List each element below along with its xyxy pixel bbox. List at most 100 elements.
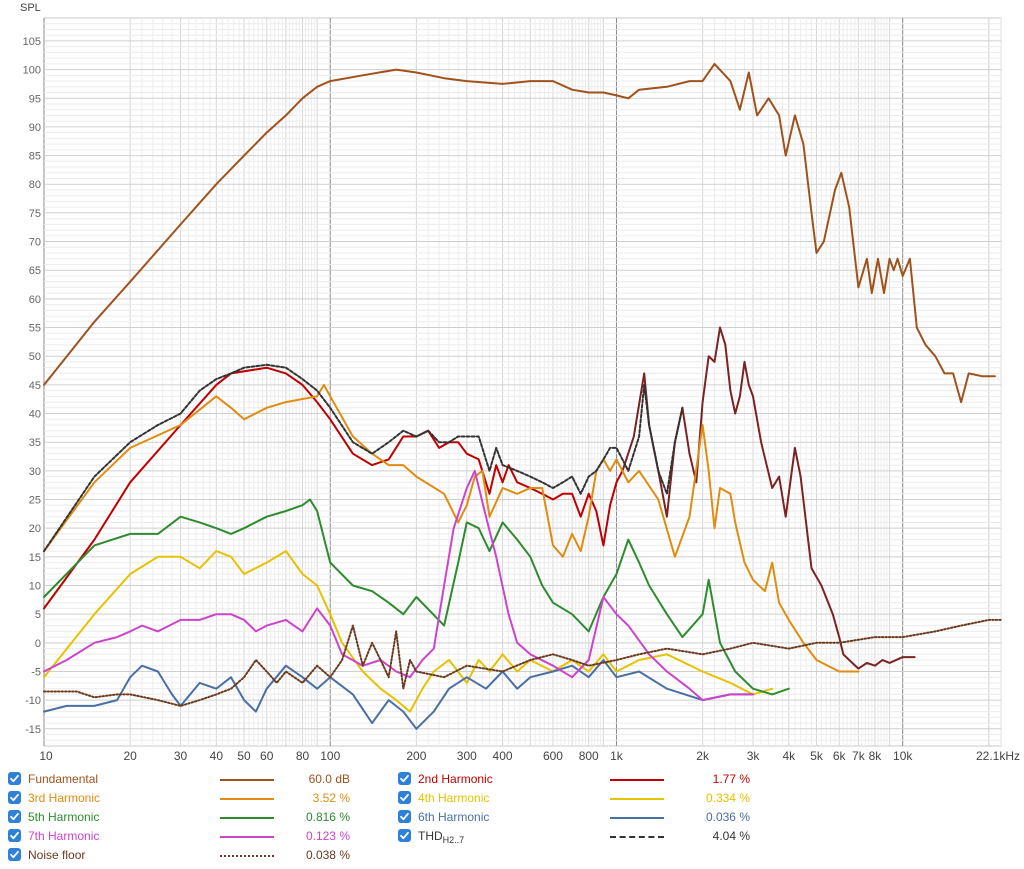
legend-item-4th-harmonic[interactable]: 4th Harmonic 0.334 % [0, 789, 1024, 807]
legend-line-sample [610, 817, 664, 819]
x-tick-label: 3k [747, 749, 761, 763]
legend-label: THDH2..7 [418, 829, 465, 845]
legend-item-3rd-harmonic[interactable]: 3rd Harmonic 3.52 % [0, 789, 1024, 807]
y-tick-label: 70 [29, 237, 41, 249]
legend-label: 6th Harmonic [418, 810, 490, 824]
legend: Fundamental 60.0 dB 2nd Harmonic 1.77 % 3rd … [0, 768, 1024, 868]
legend-item-thd[interactable]: THDH2..7 4.04 % [0, 827, 1024, 845]
legend-label: Fundamental [28, 772, 99, 786]
legend-line-sample [610, 836, 664, 838]
y-axis-label: SPL [20, 2, 41, 14]
checkbox-7th-harmonic[interactable] [8, 829, 21, 842]
legend-line-sample [220, 779, 274, 781]
checkbox-6th-harmonic[interactable] [398, 810, 411, 823]
legend-label: 3rd Harmonic [28, 791, 101, 805]
legend-label: Noise floor [28, 848, 86, 862]
x-tick-label: 7k [852, 749, 866, 763]
x-tick-label: 50 [237, 749, 251, 763]
legend-value: 3.52 % [312, 791, 350, 805]
legend-value: 0.816 % [305, 810, 350, 824]
series-6th-harmonic [43, 659, 754, 730]
legend-value: 0.036 % [705, 810, 750, 824]
legend-value: 4.04 % [712, 829, 750, 843]
x-tick-label: 60 [260, 749, 274, 763]
y-tick-label: 100 [23, 65, 41, 77]
x-tick-label: 20 [123, 749, 137, 763]
y-tick-label: 45 [29, 380, 41, 392]
x-tick-label: 600 [543, 749, 563, 763]
y-tick-label: 25 [29, 495, 41, 507]
x-tick-label: 200 [406, 749, 426, 763]
checkbox-3rd-harmonic[interactable] [8, 791, 21, 804]
x-tick-label: 80 [296, 749, 310, 763]
y-tick-label: -10 [25, 695, 41, 707]
checkbox-noise-floor[interactable] [8, 848, 21, 861]
series-noise-floor [43, 618, 1002, 707]
legend-item-2nd-harmonic[interactable]: 2nd Harmonic 1.77 % [0, 770, 1024, 788]
legend-item-5th-harmonic[interactable]: 5th Harmonic 0.816 % [0, 808, 1024, 826]
checkbox-4th-harmonic[interactable] [398, 791, 411, 804]
legend-item-7th-harmonic[interactable]: 7th Harmonic 0.123 % [0, 827, 1024, 845]
x-tick-label: 22.1kHz [976, 749, 1020, 763]
y-tick-label: 5 [35, 609, 41, 621]
x-tick-label: 5k [810, 749, 824, 763]
y-tick-label: 0 [35, 638, 41, 650]
checkbox-5th-harmonic[interactable] [8, 810, 21, 823]
y-tick-label: 15 [29, 552, 41, 564]
y-tick-label: 80 [29, 179, 41, 191]
legend-item-6th-harmonic[interactable]: 6th Harmonic 0.036 % [0, 808, 1024, 826]
legend-line-sample [610, 798, 664, 800]
y-tick-label: -15 [25, 724, 41, 736]
legend-label: 7th Harmonic [28, 829, 100, 843]
legend-line-sample [610, 779, 664, 781]
y-tick-label: 85 [29, 151, 41, 163]
y-tick-label: 90 [29, 122, 41, 134]
legend-value: 0.123 % [305, 829, 350, 843]
legend-label: 2nd Harmonic [418, 772, 493, 786]
x-tick-label: 1k [610, 749, 624, 763]
checkbox-thd[interactable] [398, 829, 411, 842]
series-7th-harmonic [43, 469, 754, 702]
legend-item-noise-floor[interactable]: Noise floor 0.038 % [0, 846, 1024, 864]
y-tick-label: 30 [29, 466, 41, 478]
x-tick-label: 6k [833, 749, 847, 763]
y-tick-label: 105 [23, 36, 41, 48]
x-tick-label: 10k [893, 749, 913, 763]
y-tick-label: 65 [29, 265, 41, 277]
legend-value: 1.77 % [712, 772, 750, 786]
y-tick-label: 95 [29, 93, 41, 105]
x-tick-label: 800 [579, 749, 599, 763]
x-tick-label: 4k [782, 749, 796, 763]
legend-line-sample [220, 817, 274, 819]
x-tick-label: 300 [457, 749, 477, 763]
series-4th-harmonic [43, 550, 774, 713]
y-tick-label: 60 [29, 294, 41, 306]
x-tick-label: 400 [493, 749, 513, 763]
y-tick-label: 20 [29, 523, 41, 535]
x-tick-label: 100 [320, 749, 340, 763]
y-tick-label: 50 [29, 351, 41, 363]
legend-value: 60.0 dB [308, 772, 350, 786]
y-tick-label: 40 [29, 409, 41, 421]
x-tick-label: 40 [210, 749, 224, 763]
x-tick-label: 30 [174, 749, 188, 763]
legend-label: 4th Harmonic [418, 791, 490, 805]
y-tick-label: 35 [29, 437, 41, 449]
series-2nd-harmonic [43, 366, 624, 610]
y-tick-label: 55 [29, 323, 41, 335]
frequency-response-chart: 1051009590858075706560555045403530252015… [20, 2, 1020, 763]
legend-item-fundamental[interactable]: Fundamental 60.0 dB [0, 770, 1024, 788]
legend-line-sample [220, 855, 274, 857]
checkbox-2nd-harmonic[interactable] [398, 772, 411, 785]
y-tick-label: 10 [29, 580, 41, 592]
legend-line-sample [220, 836, 274, 838]
series-fundamental [43, 62, 996, 404]
series-thd [43, 363, 684, 553]
x-tick-label: 2k [696, 749, 710, 763]
legend-value: 0.334 % [705, 791, 750, 805]
legend-value: 0.038 % [305, 848, 350, 862]
y-tick-label: 75 [29, 208, 41, 220]
x-tick-label: 8k [869, 749, 883, 763]
series-5th-harmonic [43, 498, 790, 696]
checkbox-fundamental[interactable] [8, 772, 21, 785]
